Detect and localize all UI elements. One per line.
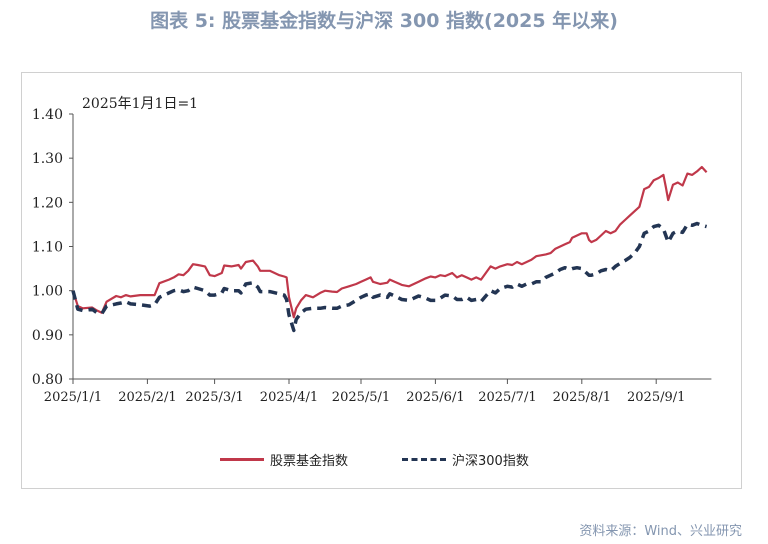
y-tick-label: 1.40 [32,107,63,123]
series-lines [71,165,708,333]
legend-item-fund: 股票基金指数 [220,450,348,469]
chart-annotation: 2025年1月1日=1 [82,96,198,112]
x-tick-label: 2025/7/1 [478,390,536,405]
x-tick-label: 2025/8/1 [553,390,611,405]
chart-title: 图表 5: 股票基金指数与沪深 300 指数(2025 年以来) [150,10,618,32]
legend-swatch-fund [220,458,264,461]
x-tick-label: 2025/4/1 [260,390,318,405]
x-tick-label: 2025/2/1 [118,390,176,405]
legend-label-csi300: 沪深300指数 [452,454,529,469]
x-tick-label: 2025/3/1 [185,390,243,405]
legend: 股票基金指数 沪深300指数 [0,450,768,472]
y-tick-label: 1.00 [32,284,63,300]
x-tick-label: 2025/1/1 [44,390,102,405]
y-tick-label: 0.80 [32,372,63,388]
y-tick-label: 1.20 [32,195,63,211]
axes: 1.40 1.30 1.20 1.10 1.00 0.90 0.80 2025/1/1 2025… [32,107,712,405]
y-tick-label: 0.90 [32,328,63,344]
fund-line [71,165,708,319]
x-tick-label: 2025/6/1 [406,390,464,405]
x-tick-label: 2025/5/1 [332,390,390,405]
y-tick-label: 1.30 [32,151,63,167]
source-note: 资料来源：Wind、兴业研究 [579,524,742,539]
chart-frame [21,72,742,489]
legend-label-fund: 股票基金指数 [270,454,349,469]
x-tick-label: 2025/9/1 [627,390,685,405]
legend-swatch-csi300 [402,458,446,461]
legend-item-csi300: 沪深300指数 [402,450,529,469]
y-tick-label: 1.10 [32,240,63,256]
csi300-line [71,221,708,333]
